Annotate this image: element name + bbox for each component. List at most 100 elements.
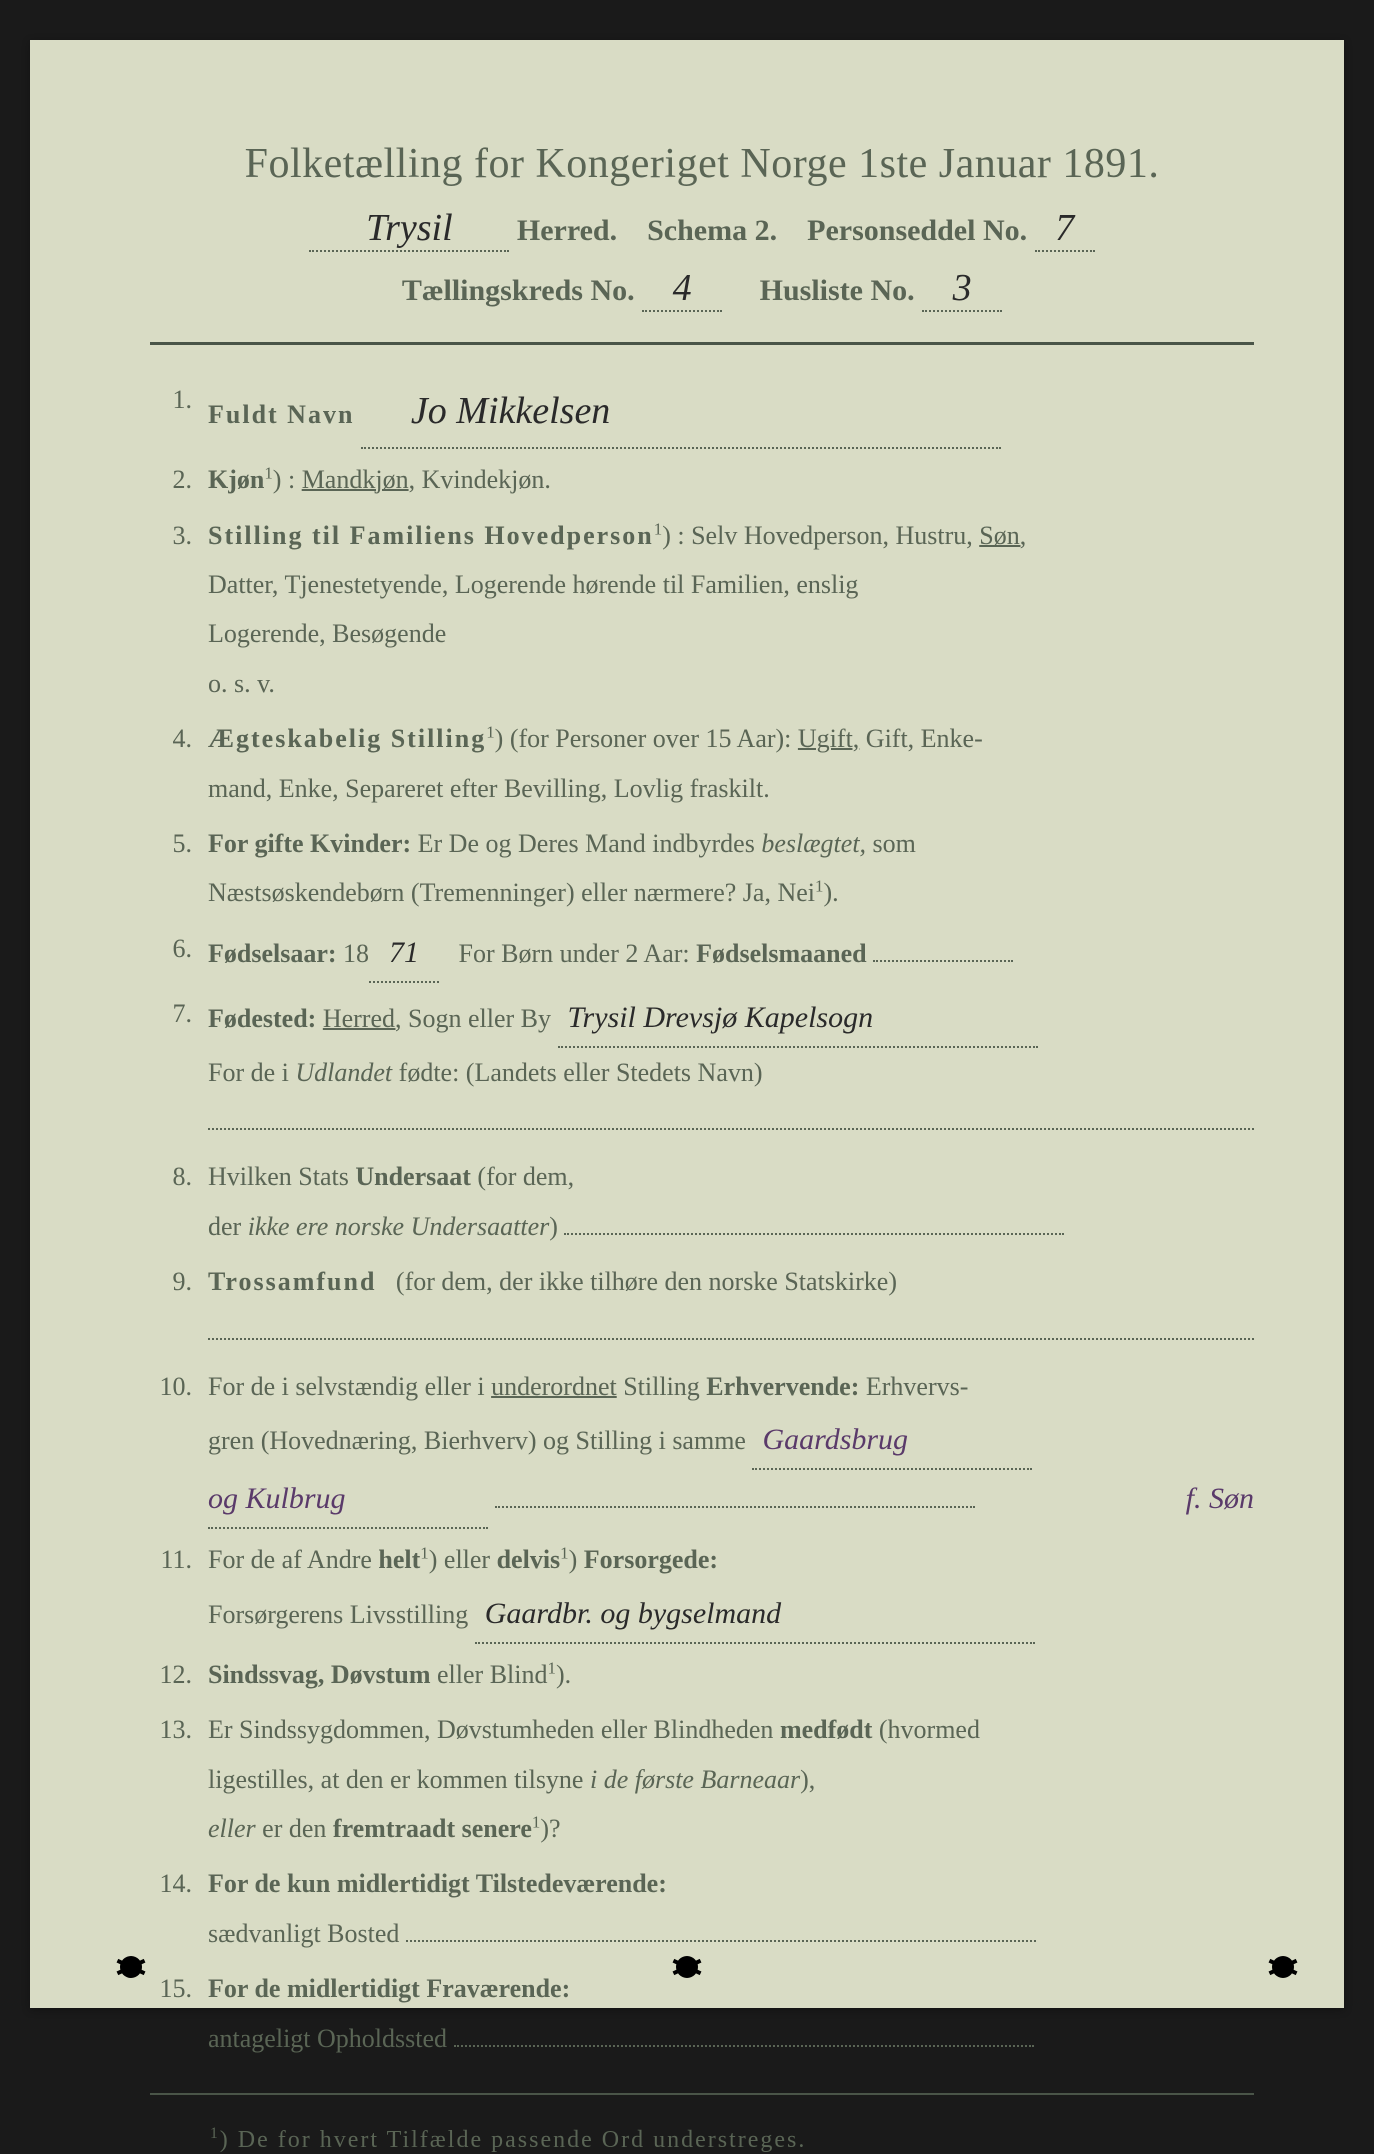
- q7-value: Trysil Drevsjø Kapelsogn: [568, 1001, 874, 1034]
- q13-l1a: Er Sindssygdommen, Døvstumheden eller Bl…: [208, 1715, 780, 1744]
- q4-l2: mand, Enke, Separeret efter Bevilling, L…: [208, 774, 770, 803]
- q9-num: 9.: [150, 1257, 208, 1356]
- q11-h2: delvis: [497, 1545, 561, 1574]
- q11: 11. For de af Andre helt1) eller delvis1…: [150, 1535, 1254, 1643]
- q10-l1c: Erhvervs-: [859, 1372, 968, 1401]
- census-form-page: Folketælling for Kongeriget Norge 1ste J…: [30, 40, 1344, 2008]
- q5-end: ).: [823, 878, 838, 907]
- q3-num: 3.: [150, 511, 208, 709]
- q6-num: 6.: [150, 924, 208, 983]
- header-line-3: Tællingskreds No. 4 Husliste No. 3: [150, 266, 1254, 312]
- q10-und: underordnet: [491, 1372, 617, 1401]
- q11-value: Gaardbr. og bygselmand: [485, 1597, 781, 1630]
- q8-l2a: der: [208, 1212, 248, 1241]
- q3-opts-l1: Selv Hovedperson, Hustru,: [691, 521, 979, 550]
- q7-num: 7.: [150, 989, 208, 1147]
- q15-label: For de midlertidigt Fraværende:: [208, 1974, 570, 2003]
- q3-sup: 1: [654, 519, 662, 538]
- punch-hole-right: [1272, 1956, 1294, 1978]
- punch-hole-left: [120, 1956, 142, 1978]
- q1-num: 1.: [150, 375, 208, 449]
- q14: 14. For de kun midlertidigt Tilstedevære…: [150, 1859, 1254, 1958]
- q10-l2: gren (Hovednæring, Bierhverv) og Stillin…: [208, 1426, 746, 1455]
- q3-son: Søn,: [979, 521, 1026, 550]
- q5-num: 5.: [150, 819, 208, 918]
- q15-blank: [454, 2045, 1034, 2047]
- q4-sup: 1: [486, 722, 494, 741]
- q10-value1: Gaardsbrug: [762, 1423, 908, 1456]
- divider-bottom: [150, 2093, 1254, 2095]
- q10-blank2: [495, 1506, 975, 1508]
- kreds-label: Tællingskreds No.: [402, 274, 635, 307]
- husliste-no: 3: [922, 266, 1002, 312]
- q7: 7. Fødested: Herred, Sogn eller By Trysi…: [150, 989, 1254, 1147]
- q2-label: Kjøn: [208, 465, 264, 494]
- q15-l2: antageligt Opholdssted: [208, 2024, 447, 2053]
- q1: 1. Fuldt Navn Jo Mikkelsen: [150, 375, 1254, 449]
- q3: 3. Stilling til Familiens Hovedperson1) …: [150, 511, 1254, 709]
- q11-num: 11.: [150, 1535, 208, 1643]
- q13-l2it: i de første Barneaar: [590, 1765, 800, 1794]
- q10: 10. For de i selvstændig eller i underor…: [150, 1362, 1254, 1529]
- q7-l2a: For de i: [208, 1058, 295, 1087]
- q10-side: f. Søn: [1186, 1470, 1254, 1527]
- q1-label: Fuldt Navn: [208, 400, 354, 429]
- q1-value: Jo Mikkelsen: [411, 390, 610, 432]
- q12: 12. Sindssvag, Døvstum eller Blind1).: [150, 1650, 1254, 1699]
- q8-l2it: ikke ere norske Undersaatter: [248, 1212, 550, 1241]
- q3-opts-l4: o. s. v.: [208, 669, 275, 698]
- q5-l1b: som: [873, 829, 916, 858]
- q7-blank-line: [208, 1099, 1254, 1130]
- q8-blank: [564, 1233, 1064, 1235]
- q12-rest: eller Blind: [431, 1660, 548, 1689]
- q11-s2: 1: [560, 1544, 568, 1563]
- q13-num: 13.: [150, 1705, 208, 1853]
- q11-h1: helt: [378, 1545, 420, 1574]
- q5-besl: beslægtet,: [761, 829, 866, 858]
- q11-fors: Forsorgede:: [584, 1545, 718, 1574]
- q2-sup: 1: [264, 464, 272, 483]
- q8-num: 8.: [150, 1152, 208, 1251]
- q7-label: Fødested:: [208, 1004, 316, 1033]
- q11-s1: 1: [420, 1544, 428, 1563]
- q12-label: Sindssvag, Døvstum: [208, 1660, 431, 1689]
- q14-l2: sædvanligt Bosted: [208, 1919, 399, 1948]
- form-header: Folketælling for Kongeriget Norge 1ste J…: [150, 140, 1254, 312]
- q9: 9. Trossamfund (for dem, der ikke tilhør…: [150, 1257, 1254, 1356]
- q13-l3c: )?: [540, 1814, 560, 1843]
- q14-blank: [406, 1940, 1036, 1942]
- q6-year-prefix: 18: [343, 939, 369, 968]
- husliste-label: Husliste No.: [760, 274, 915, 307]
- q11-l1b: ) eller: [429, 1545, 497, 1574]
- footnote: 1) De for hvert Tilfælde passende Ord un…: [150, 2125, 1254, 2154]
- herred-label: Herred.: [517, 214, 617, 247]
- personseddel-no: 7: [1035, 206, 1095, 252]
- q6-year: 71: [369, 924, 439, 983]
- q8-l1b: (for dem,: [471, 1162, 574, 1191]
- q5: 5. For gifte Kvinder: Er De og Deres Man…: [150, 819, 1254, 918]
- q8: 8. Hvilken Stats Undersaat (for dem, der…: [150, 1152, 1254, 1251]
- q4-label: Ægteskabelig Stilling: [208, 724, 486, 753]
- q15: 15. For de midlertidigt Fraværende: anta…: [150, 1964, 1254, 2063]
- q6-mid: For Børn under 2 Aar:: [459, 939, 690, 968]
- kreds-no: 4: [642, 266, 722, 312]
- q12-sup: 1: [548, 1658, 556, 1677]
- q8-l1a: Hvilken Stats: [208, 1162, 355, 1191]
- q11-l1a: For de af Andre: [208, 1545, 378, 1574]
- q5-l2: Næstsøskendebørn (Tremenninger) eller næ…: [208, 878, 815, 907]
- q14-num: 14.: [150, 1859, 208, 1958]
- q12-num: 12.: [150, 1650, 208, 1699]
- form-title: Folketælling for Kongeriget Norge 1ste J…: [150, 140, 1254, 188]
- q7-l2b: fødte: (Landets eller Stedets Navn): [392, 1058, 762, 1087]
- q6-month-blank: [873, 960, 1013, 962]
- q10-erv: Erhvervende:: [706, 1372, 859, 1401]
- q6-label2: Fødselsmaaned: [696, 939, 866, 968]
- q10-num: 10.: [150, 1362, 208, 1529]
- q12-end: ).: [556, 1660, 571, 1689]
- q4-num: 4.: [150, 714, 208, 813]
- q10-l1b: Stilling: [617, 1372, 707, 1401]
- q6-label: Fødselsaar:: [208, 939, 337, 968]
- header-line-2: Trysil Herred. Schema 2. Personseddel No…: [150, 206, 1254, 252]
- q11-l1c: ): [569, 1545, 584, 1574]
- q2: 2. Kjøn1) : Mandkjøn, Kvindekjøn.: [150, 455, 1254, 504]
